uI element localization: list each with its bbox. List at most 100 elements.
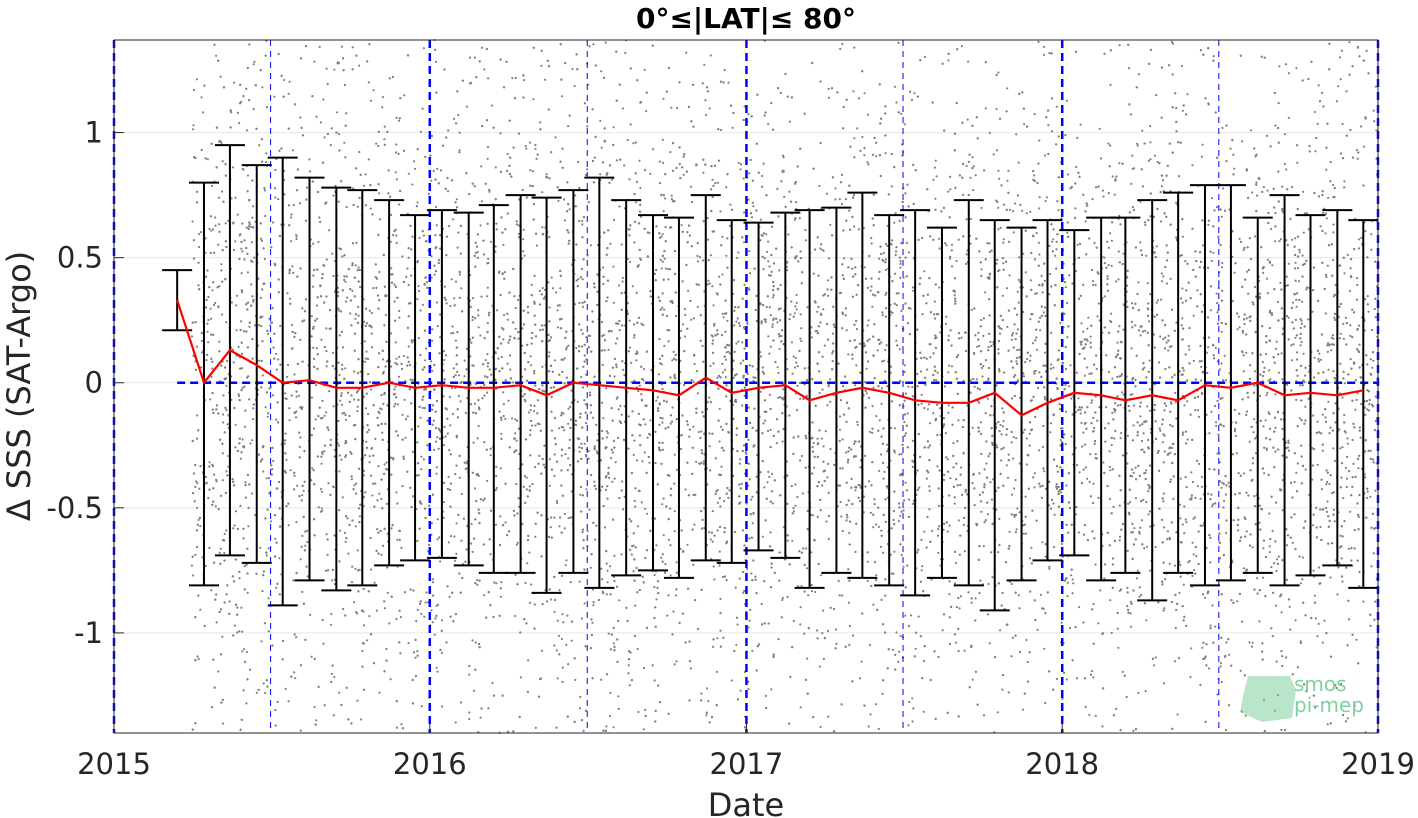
scatter-point	[291, 265, 294, 268]
scatter-point	[1115, 280, 1118, 283]
scatter-point	[897, 520, 901, 523]
scatter-point	[288, 272, 291, 275]
scatter-point	[1029, 210, 1032, 213]
scatter-point	[770, 102, 773, 105]
scatter-point	[333, 675, 336, 679]
scatter-point	[1039, 329, 1042, 332]
scatter-point	[1280, 728, 1283, 732]
scatter-point	[231, 166, 235, 169]
scatter-point	[245, 650, 248, 654]
scatter-point	[827, 537, 830, 541]
scatter-point	[1178, 591, 1181, 594]
scatter-point	[738, 577, 741, 580]
scatter-point	[389, 332, 393, 335]
scatter-point	[628, 684, 631, 687]
scatter-point	[965, 253, 968, 256]
scatter-point	[928, 485, 931, 488]
scatter-point	[1101, 189, 1104, 192]
scatter-point	[548, 458, 552, 461]
scatter-point	[331, 579, 334, 582]
scatter-point	[1090, 399, 1093, 402]
scatter-point	[644, 423, 647, 426]
scatter-point	[1092, 482, 1095, 485]
scatter-point	[529, 355, 532, 358]
scatter-point	[1018, 607, 1021, 610]
scatter-point	[1153, 664, 1156, 667]
scatter-point	[283, 78, 286, 82]
scatter-point	[1043, 396, 1046, 399]
scatter-point	[728, 224, 732, 227]
scatter-point	[386, 591, 389, 595]
scatter-point	[867, 725, 870, 728]
scatter-point	[437, 427, 440, 430]
scatter-point	[1083, 443, 1087, 446]
scatter-point	[1296, 462, 1299, 465]
scatter-point	[600, 429, 604, 433]
scatter-point	[800, 454, 804, 458]
scatter-point	[1369, 495, 1372, 498]
scatter-point	[1070, 574, 1073, 577]
scatter-point	[240, 272, 243, 275]
scatter-point	[864, 381, 867, 384]
scatter-point	[719, 210, 722, 213]
scatter-point	[416, 608, 419, 612]
scatter-point	[640, 501, 643, 504]
scatter-point	[458, 151, 461, 154]
scatter-point	[210, 317, 213, 320]
scatter-point	[558, 525, 561, 528]
scatter-point	[1343, 520, 1346, 523]
scatter-point	[553, 610, 556, 613]
scatter-point	[897, 292, 900, 295]
scatter-point	[718, 564, 721, 567]
scatter-point	[568, 208, 571, 211]
scatter-point	[1370, 248, 1373, 251]
scatter-point	[1075, 506, 1078, 509]
scatter-point	[759, 355, 763, 358]
scatter-point	[822, 308, 825, 311]
scatter-point	[210, 589, 213, 592]
scatter-point	[1330, 336, 1333, 339]
scatter-point	[932, 412, 935, 415]
scatter-point	[1322, 211, 1325, 214]
scatter-point	[760, 602, 763, 606]
scatter-point	[274, 168, 277, 172]
scatter-point	[787, 233, 790, 236]
scatter-point	[427, 192, 430, 195]
scatter-point	[1374, 600, 1377, 603]
scatter-point	[211, 408, 214, 411]
scatter-point	[1251, 456, 1255, 460]
scatter-point	[975, 378, 978, 381]
scatter-point	[1122, 328, 1125, 331]
scatter-point	[989, 481, 992, 484]
scatter-point	[998, 332, 1002, 335]
scatter-point	[905, 241, 909, 244]
scatter-point	[578, 707, 582, 710]
scatter-point	[1216, 311, 1219, 314]
scatter-point	[1075, 165, 1078, 169]
scatter-point	[534, 535, 537, 538]
scatter-point	[1183, 532, 1186, 535]
scatter-point	[658, 236, 662, 239]
scatter-point	[269, 324, 272, 327]
scatter-point	[765, 233, 768, 236]
scatter-point	[838, 198, 841, 201]
scatter-point	[486, 322, 489, 325]
scatter-point	[221, 635, 224, 638]
scatter-point	[895, 339, 898, 342]
scatter-point	[1198, 360, 1201, 363]
scatter-point	[1281, 454, 1284, 457]
scatter-point	[852, 90, 855, 93]
scatter-point	[1110, 264, 1113, 267]
scatter-point	[835, 642, 838, 646]
scatter-point	[351, 46, 354, 49]
scatter-point	[435, 604, 438, 608]
scatter-point	[1304, 468, 1307, 471]
scatter-point	[1254, 452, 1258, 455]
scatter-point	[396, 403, 399, 406]
scatter-point	[378, 218, 381, 221]
scatter-point	[252, 63, 255, 66]
scatter-point	[1360, 125, 1363, 128]
scatter-point	[561, 613, 564, 616]
scatter-point	[1265, 394, 1268, 397]
scatter-point	[1190, 494, 1193, 497]
